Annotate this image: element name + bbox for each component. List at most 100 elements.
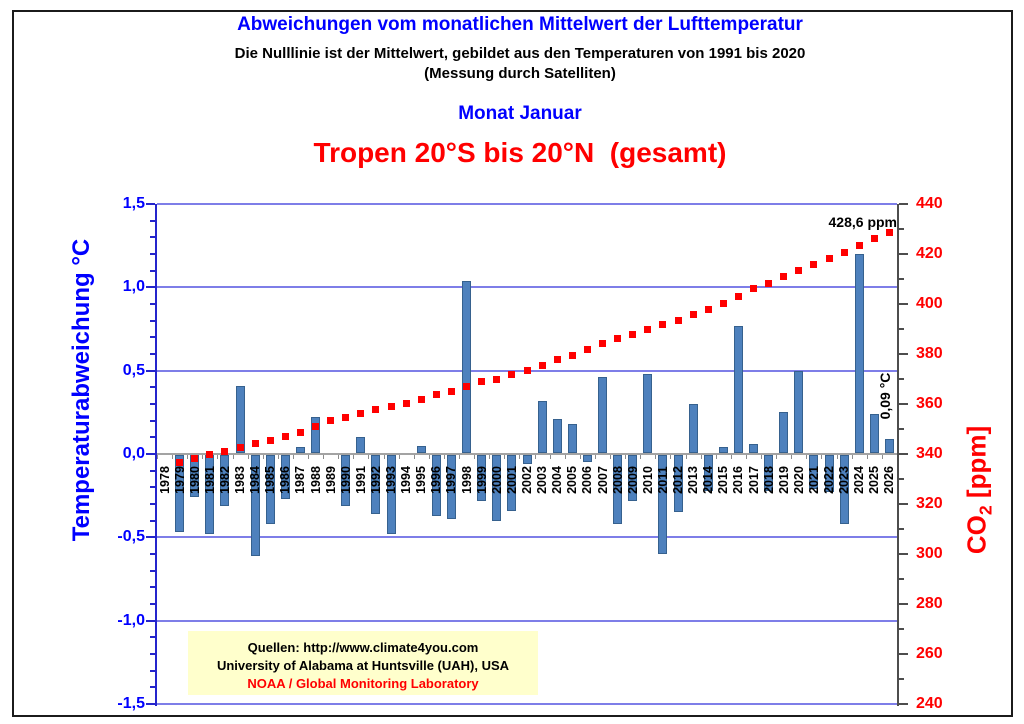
co2-point-2001 [508, 371, 516, 379]
co2-point-2024 [855, 242, 863, 249]
right-axis-tick-label: 260 [916, 645, 943, 662]
bar-2016 [733, 325, 743, 453]
co2-point-2002 [523, 366, 531, 374]
right-minor-tick [899, 428, 904, 430]
x-label-2000: 2000 [489, 466, 504, 494]
co2-point-1988 [312, 423, 320, 430]
x-label-1996: 1996 [429, 466, 444, 494]
co2-point-2022 [825, 255, 833, 262]
category-tick [292, 455, 294, 459]
co2-point-1989 [327, 417, 335, 425]
co2-point-1987 [296, 429, 304, 436]
temp-last-annotation: 0,09 °C [877, 372, 894, 420]
category-tick [368, 455, 370, 459]
co2-point-2013 [689, 310, 697, 318]
right-axis-tick-label: 400 [916, 295, 943, 312]
left-minor-tick [150, 636, 155, 639]
bar-2002 [522, 455, 532, 464]
bar-2019 [779, 412, 789, 453]
bar-1997 [446, 455, 456, 519]
x-label-2010: 2010 [640, 466, 655, 494]
co2-point-1995 [417, 395, 425, 403]
x-label-2023: 2023 [837, 466, 852, 494]
category-tick [443, 455, 445, 459]
category-tick [187, 455, 189, 459]
x-label-2011: 2011 [655, 466, 670, 494]
bar-1984 [250, 455, 260, 556]
right-axis-tick-label: 280 [916, 595, 943, 612]
right-minor-tick [899, 578, 904, 580]
co2-point-1996 [432, 391, 440, 398]
co2-point-1999 [478, 378, 486, 385]
left-major-tick [146, 703, 155, 705]
co2-point-2026 [885, 229, 893, 236]
category-tick [277, 455, 279, 459]
bar-1979 [175, 455, 185, 533]
right-major-tick [899, 503, 908, 505]
co2-point-2007 [599, 340, 606, 348]
category-tick [700, 455, 702, 459]
category-tick [323, 455, 325, 459]
bar-2000 [492, 455, 502, 521]
co2-point-2019 [780, 273, 788, 280]
co2-point-1994 [402, 399, 410, 407]
gridline [157, 203, 897, 205]
bar-2005 [567, 424, 577, 453]
left-major-tick [146, 619, 155, 622]
left-minor-tick [150, 603, 155, 605]
category-tick [308, 455, 310, 459]
left-minor-tick [150, 686, 155, 689]
left-minor-tick [150, 419, 155, 422]
x-label-2018: 2018 [761, 466, 776, 494]
right-major-tick [899, 253, 908, 255]
source-line-1: Quellen: http://www.climate4you.com [247, 640, 479, 655]
left-minor-tick [150, 403, 155, 405]
x-label-2013: 2013 [686, 466, 701, 494]
x-label-1989: 1989 [323, 466, 338, 494]
bar-1995 [416, 445, 426, 453]
right-minor-tick [899, 478, 904, 480]
left-major-tick [146, 286, 155, 289]
bar-2007 [598, 377, 607, 453]
right-minor-tick [899, 378, 904, 380]
bar-1990 [341, 455, 351, 506]
right-minor-tick [899, 278, 904, 280]
category-tick [157, 455, 158, 459]
x-label-1986: 1986 [278, 466, 293, 494]
category-tick [489, 455, 491, 459]
category-tick [262, 455, 264, 459]
left-minor-tick [150, 269, 155, 272]
category-tick [232, 455, 234, 459]
co2-point-1980 [191, 454, 199, 462]
co2-point-2017 [750, 284, 758, 292]
source-box: Quellen: http://www.climate4you.com Univ… [188, 631, 538, 695]
x-label-2014: 2014 [701, 466, 716, 494]
bar-2009 [628, 455, 638, 501]
category-tick [791, 455, 793, 459]
left-minor-tick [150, 303, 155, 305]
x-label-1978: 1978 [157, 466, 172, 494]
category-tick [821, 455, 823, 459]
left-minor-tick [150, 319, 155, 322]
bar-1982 [220, 455, 230, 506]
co2-point-2008 [614, 335, 622, 343]
x-label-1991: 1991 [353, 466, 368, 494]
left-minor-tick [150, 386, 155, 389]
bar-2011 [658, 455, 668, 554]
left-minor-tick [150, 586, 155, 589]
category-tick [594, 455, 596, 459]
category-tick [806, 455, 808, 459]
category-tick [474, 455, 476, 459]
x-label-2012: 2012 [671, 466, 686, 494]
co2-point-2006 [583, 345, 591, 353]
right-axis-tick-label: 340 [916, 445, 943, 462]
category-tick [866, 455, 868, 459]
category-tick [504, 455, 506, 459]
x-label-1987: 1987 [293, 466, 308, 494]
month-label: Monat Januar [458, 103, 582, 124]
left-major-tick [146, 453, 155, 455]
category-tick [217, 455, 219, 459]
category-tick [881, 455, 883, 459]
co2-point-1992 [372, 405, 380, 413]
x-label-1999: 1999 [474, 466, 489, 494]
